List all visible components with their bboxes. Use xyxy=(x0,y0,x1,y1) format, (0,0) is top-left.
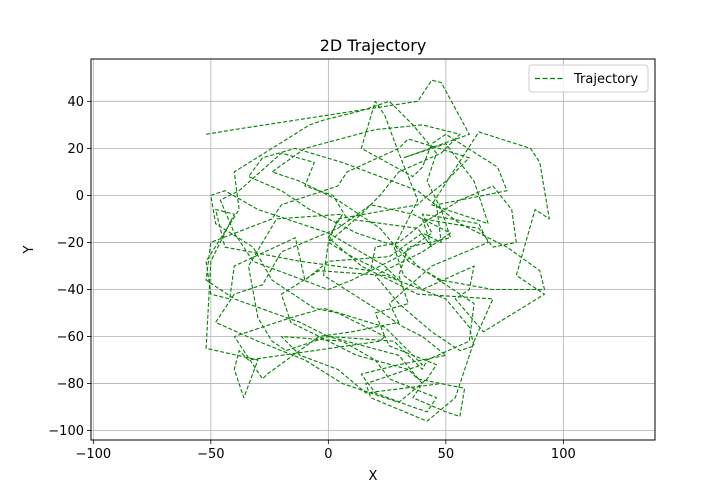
legend: Trajectory xyxy=(528,64,649,93)
x-tick-label: 100 xyxy=(551,447,576,462)
y-axis-label: Y xyxy=(22,245,37,254)
x-tick-label: −50 xyxy=(197,447,224,462)
x-tick-label: −100 xyxy=(75,447,111,462)
x-tick-label: 0 xyxy=(324,447,332,462)
y-tick-label: 0 xyxy=(76,189,84,204)
grid xyxy=(91,59,655,440)
legend-label: Trajectory xyxy=(573,72,638,87)
y-tick-label: −40 xyxy=(57,283,84,298)
axes-frame xyxy=(90,58,656,441)
ticks: −100 −50 0 50 100 −100 −80 −60 −40 −20 0 20 40 xyxy=(48,95,575,462)
y-tick-label: −100 xyxy=(48,424,84,439)
chart-title: 2D Trajectory xyxy=(320,36,427,55)
y-tick-label: 40 xyxy=(67,95,84,110)
plot-area xyxy=(205,79,550,422)
legend-box xyxy=(528,64,649,93)
x-axis-label: X xyxy=(369,469,378,484)
y-tick-label: 20 xyxy=(67,142,84,157)
y-tick-label: −80 xyxy=(57,377,84,392)
y-tick-label: −20 xyxy=(57,236,84,251)
y-tick-label: −60 xyxy=(57,330,84,345)
trajectory-line xyxy=(205,79,550,422)
x-tick-label: 50 xyxy=(438,447,455,462)
